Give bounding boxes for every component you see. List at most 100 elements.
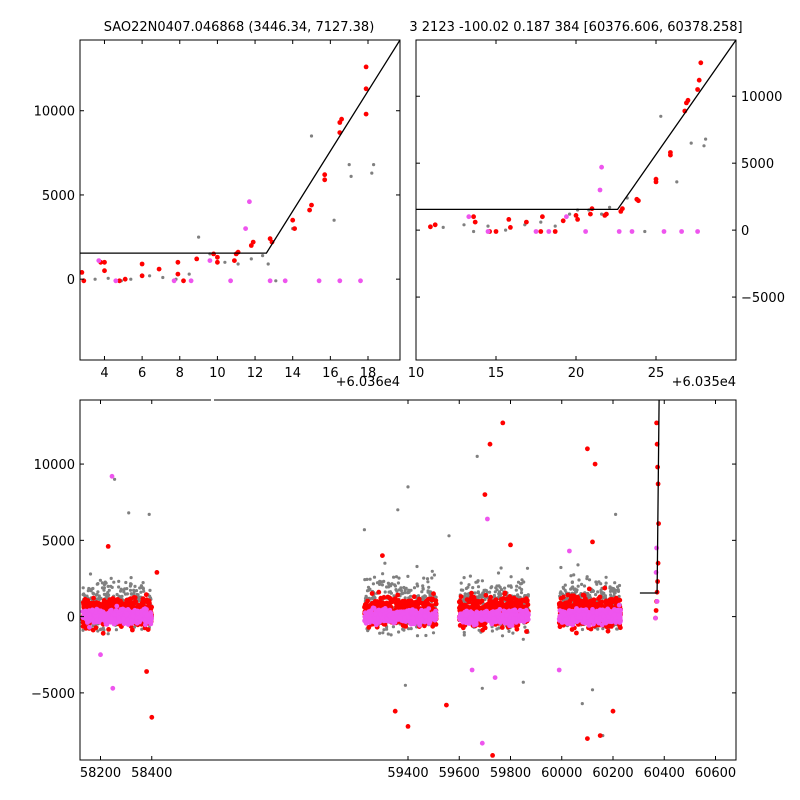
tr-plot-area bbox=[416, 40, 736, 234]
tl-gray-point bbox=[187, 272, 191, 276]
title-right: 3 2123 -100.02 0.187 384 [60376.606, 603… bbox=[409, 20, 742, 35]
bt-gray-point bbox=[403, 596, 407, 600]
bt-gray-point bbox=[91, 591, 95, 595]
bt-red-point bbox=[458, 594, 464, 599]
bt-red-point bbox=[376, 589, 382, 595]
bottom-panel: 58200 58400 59400 59600 59800 60000 60200 60400… bbox=[31, 397, 737, 781]
bt-gray-point bbox=[573, 590, 578, 594]
tr-gray-point bbox=[486, 224, 490, 228]
tr-axes-frame bbox=[415, 39, 737, 361]
bt-gray-point bbox=[415, 582, 419, 586]
bt-gray-point bbox=[427, 585, 431, 589]
tl-magenta-point bbox=[243, 226, 249, 232]
tr-red-point bbox=[620, 206, 625, 212]
bt-gray-point bbox=[495, 588, 499, 592]
tr-gray-point bbox=[539, 220, 543, 224]
bt-gray-point bbox=[139, 590, 143, 594]
tl-magenta-point bbox=[96, 258, 102, 263]
bt-gray-point bbox=[488, 590, 492, 594]
bt-gray-point bbox=[412, 586, 417, 590]
bt-gray-point bbox=[124, 580, 128, 585]
bt-magenta-point bbox=[130, 613, 136, 619]
bt-gray-point bbox=[119, 587, 123, 591]
tl-axes-frame bbox=[79, 39, 401, 361]
tr-y-tick-label: −5000 bbox=[741, 291, 785, 306]
bt-gray-point bbox=[594, 593, 598, 597]
bt-gray-point bbox=[148, 588, 152, 593]
bt-gray-point bbox=[520, 587, 524, 592]
tl-red-point bbox=[292, 226, 297, 232]
tr-gray-point bbox=[553, 224, 557, 228]
tl-red-point bbox=[102, 268, 107, 274]
bt-magenta-point bbox=[463, 620, 469, 626]
tl-red-point bbox=[156, 266, 162, 272]
bt-magenta-point bbox=[468, 615, 474, 621]
bt-magenta-point bbox=[410, 615, 416, 621]
bt-red-point bbox=[90, 627, 96, 633]
bt-gray-point bbox=[141, 581, 145, 585]
bt-gray-point bbox=[125, 592, 129, 596]
bt-magenta-point bbox=[143, 622, 148, 628]
tl-red-point bbox=[322, 177, 328, 183]
bt-red-point bbox=[395, 598, 401, 603]
bt-gray-point bbox=[391, 625, 395, 629]
bt-red-point bbox=[617, 597, 623, 603]
bt-magenta-point bbox=[500, 614, 505, 620]
tl-red-point bbox=[322, 172, 328, 178]
bt-gray-point bbox=[523, 625, 527, 629]
bt-red-point bbox=[586, 586, 592, 592]
bt-gray-point bbox=[107, 588, 111, 592]
bt-gray-point bbox=[128, 584, 132, 588]
bt-gray-point bbox=[570, 586, 574, 590]
bt-gray-point bbox=[507, 629, 511, 634]
tl-x-tick-label: 16 bbox=[322, 366, 339, 381]
bt-gray-point bbox=[365, 589, 370, 593]
tl-gray-point bbox=[93, 277, 97, 281]
bt-gray-point bbox=[415, 564, 419, 569]
bt-magenta-point bbox=[114, 603, 120, 609]
tr-x-tick-label: 15 bbox=[488, 366, 505, 381]
bt-magenta-point bbox=[525, 617, 531, 622]
bt-gray-point bbox=[476, 585, 481, 589]
bt-gray-point bbox=[383, 561, 387, 565]
tr-red-point bbox=[589, 206, 595, 212]
tl-x-tick-label: 14 bbox=[284, 366, 301, 381]
tl-red-point bbox=[194, 256, 200, 262]
tr-red-point bbox=[685, 97, 691, 103]
bt-gray-point bbox=[474, 580, 478, 584]
bt-gray-point bbox=[99, 596, 103, 601]
tl-magenta-point bbox=[207, 258, 213, 263]
bt-red-point bbox=[483, 592, 489, 598]
bt-gray-point bbox=[490, 629, 494, 633]
bt-magenta-point bbox=[433, 612, 439, 617]
tr-red-point bbox=[493, 229, 499, 234]
tl-red-point bbox=[307, 207, 312, 213]
tr-red-point bbox=[668, 150, 673, 155]
bt-gray-point bbox=[383, 590, 387, 594]
tr-x-offset-label: +6.035e4 bbox=[672, 375, 736, 390]
bt-magenta-point bbox=[511, 616, 516, 622]
tr-red-point bbox=[428, 224, 433, 230]
bt-magenta-point bbox=[473, 621, 479, 627]
tl-red-point bbox=[232, 258, 237, 263]
tl-red-point bbox=[309, 202, 314, 208]
bt-magenta-point bbox=[468, 620, 473, 625]
tr-magenta-point bbox=[629, 229, 635, 234]
bt-red-point bbox=[502, 591, 508, 597]
bt-gray-point bbox=[385, 627, 389, 631]
bt-red-point bbox=[581, 593, 587, 598]
bt-red-point bbox=[416, 596, 422, 602]
tr-red-point bbox=[604, 211, 609, 217]
bt-gray-point bbox=[401, 627, 405, 631]
bt-gray-point bbox=[503, 586, 507, 590]
bt-gray-point bbox=[122, 588, 126, 592]
bt-gray-point bbox=[368, 577, 372, 581]
bt-gray-point bbox=[462, 633, 466, 637]
bt-gray-point bbox=[110, 585, 114, 590]
bt-gray-point bbox=[389, 584, 393, 588]
tl-magenta-point bbox=[282, 278, 288, 284]
bt-magenta-point bbox=[616, 602, 622, 608]
bt-red-point bbox=[514, 626, 520, 632]
bt-red-point bbox=[82, 598, 88, 603]
bt-gray-point bbox=[95, 592, 99, 596]
